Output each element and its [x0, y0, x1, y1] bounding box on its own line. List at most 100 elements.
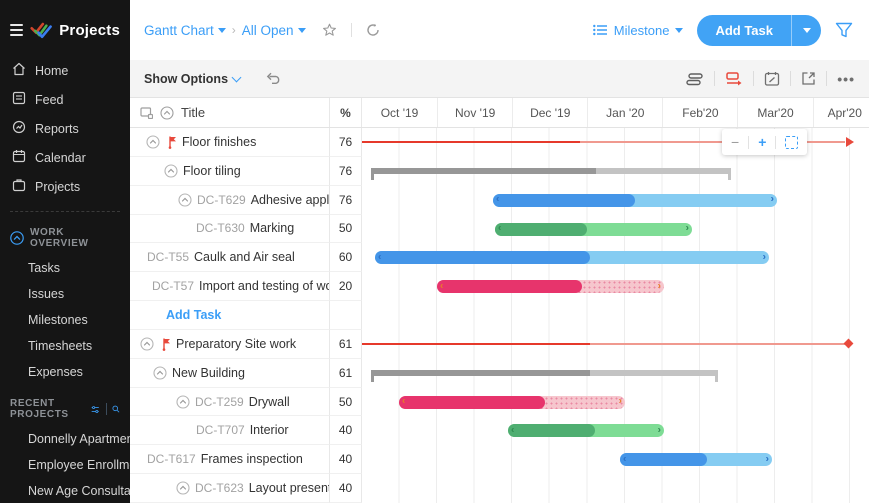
task-title-cell[interactable]: DC-T629 Adhesive application — [130, 185, 330, 215]
task-title-cell[interactable]: DC-T55 Caulk and Air seal — [130, 243, 330, 273]
bar-handle-left-icon[interactable]: ‹ — [623, 453, 627, 465]
task-percent: 50 — [330, 214, 362, 244]
task-title-cell[interactable]: DC-T623 Layout presentation — [130, 474, 330, 503]
filter-selector[interactable]: All Open — [242, 23, 306, 38]
recent-project-employee-enrollment[interactable]: Employee Enrollment — [28, 458, 130, 472]
sidebar-item-tasks[interactable]: Tasks — [28, 261, 60, 275]
task-bar[interactable]: ‹ › — [495, 222, 692, 236]
add-column-icon[interactable] — [140, 106, 153, 119]
bar-handle-left-icon[interactable]: ‹ — [498, 222, 502, 234]
recent-project-new-age-consultancy[interactable]: New Age Consultancy — [28, 484, 130, 498]
sidebar-item-feed[interactable]: Feed — [0, 85, 130, 114]
bar-handle-left-icon[interactable]: ‹ — [496, 193, 500, 205]
sidebar-item-reports[interactable]: Reports — [0, 114, 130, 143]
task-percent: 61 — [330, 329, 362, 359]
task-bar[interactable]: ‹ › — [493, 193, 777, 207]
timeline-zoom-controls: − + — [722, 129, 808, 155]
task-title-cell[interactable]: DC-T707 Interior — [130, 416, 330, 446]
bar-handle-right-icon[interactable]: › — [762, 251, 766, 263]
collapse-row-icon[interactable] — [146, 135, 160, 149]
sidebar-item-issues[interactable]: Issues — [28, 287, 65, 301]
task-title-cell[interactable]: New Building — [130, 358, 330, 388]
bar-handle-right-icon[interactable]: › — [765, 453, 769, 465]
task-title-cell[interactable]: Add Task — [130, 301, 330, 330]
more-options-button[interactable]: ••• — [837, 70, 855, 87]
task-title-cell[interactable]: DC-T57 Import and testing of woo.. — [130, 272, 330, 302]
zoom-fit-button[interactable] — [785, 135, 799, 149]
sidebar-item-calendar[interactable]: Calendar — [0, 143, 130, 172]
task-title-cell[interactable]: DC-T630 Marking — [130, 214, 330, 244]
hamburger-menu-icon[interactable] — [10, 24, 23, 36]
task-title-cell[interactable]: Floor finishes — [130, 128, 330, 157]
sidebar-item-home[interactable]: Home — [0, 56, 130, 85]
gantt-cell: ‹ › — [362, 214, 869, 244]
task-bar[interactable]: ‹ › — [437, 280, 664, 294]
favorite-star-icon[interactable] — [322, 23, 337, 37]
project-search-icon[interactable] — [112, 403, 120, 415]
refresh-icon[interactable] — [366, 23, 380, 37]
sidebar-item-expenses[interactable]: Expenses — [28, 365, 83, 379]
percent-column-header: % — [330, 98, 362, 127]
task-name: Adhesive application — [250, 192, 330, 207]
sidebar-item-milestones[interactable]: Milestones — [28, 313, 88, 327]
collapse-row-icon[interactable] — [176, 394, 190, 409]
bar-handle-right-icon[interactable]: › — [770, 193, 774, 205]
table-row: DC-T259 Drywall 50 ‹ › — [130, 387, 869, 417]
gantt-cell: ‹ › — [362, 185, 869, 215]
milestone-flag-icon — [168, 136, 176, 149]
task-bar[interactable]: ‹ › — [375, 251, 769, 265]
table-row: DC-T630 Marking 50 ‹ › — [130, 214, 869, 244]
task-title-cell[interactable]: DC-T259 Drywall — [130, 387, 330, 417]
task-bar[interactable]: ‹ › — [620, 453, 772, 467]
task-bar[interactable]: ‹ › — [399, 395, 625, 409]
collapse-row-icon[interactable] — [178, 193, 192, 207]
task-title-cell[interactable]: Floor tiling — [130, 156, 330, 186]
fullscreen-icon[interactable] — [801, 71, 816, 86]
bar-handle-right-icon[interactable]: › — [685, 222, 689, 234]
group-by-dropdown[interactable]: Milestone — [592, 23, 684, 38]
summary-bar[interactable] — [371, 167, 731, 180]
summary-bar[interactable] — [371, 369, 718, 382]
collapse-row-icon[interactable] — [164, 164, 178, 178]
task-title-cell[interactable]: DC-T617 Frames inspection — [130, 445, 330, 475]
show-options-button[interactable]: Show Options — [144, 72, 242, 86]
schedule-calendar-icon[interactable] — [764, 71, 780, 86]
sidebar-item-timesheets[interactable]: Timesheets — [28, 339, 93, 353]
collapse-all-icon[interactable] — [160, 105, 174, 120]
project-filter-icon[interactable] — [91, 404, 99, 415]
work-overview-header[interactable]: WORK OVERVIEW — [0, 220, 130, 255]
bar-handle-right-icon[interactable]: › — [618, 395, 622, 407]
collapse-row-icon[interactable] — [153, 366, 167, 380]
recent-project-donnelly-apartments[interactable]: Donnelly Apartments — [28, 432, 130, 446]
critical-path-icon[interactable] — [725, 71, 743, 86]
bar-handle-left-icon[interactable]: ‹ — [402, 395, 406, 407]
baseline-icon[interactable] — [686, 72, 704, 86]
bar-handle-left-icon[interactable]: ‹ — [440, 280, 444, 292]
add-task-dropdown[interactable] — [791, 14, 821, 46]
table-row: Floor finishes 76 − + — [130, 128, 869, 157]
table-row: DC-T623 Layout presentation40 — [130, 474, 869, 503]
sidebar-item-projects[interactable]: Projects — [0, 172, 130, 201]
view-selector[interactable]: Gantt Chart — [144, 23, 226, 38]
task-percent: 60 — [330, 243, 362, 273]
month-header: Feb'20 — [662, 98, 737, 127]
add-task-button[interactable]: Add Task — [697, 14, 821, 46]
task-bar[interactable]: ‹ › — [508, 424, 664, 438]
collapse-row-icon[interactable] — [176, 481, 190, 495]
milestone-line[interactable] — [362, 141, 845, 143]
task-id: DC-T623 — [195, 481, 244, 496]
milestone-line[interactable] — [362, 342, 845, 345]
logo-row: Projects — [0, 0, 130, 56]
undo-icon[interactable] — [266, 72, 281, 85]
zoom-in-button[interactable]: + — [758, 134, 767, 150]
filter-funnel-icon[interactable] — [835, 22, 853, 39]
collapse-section-icon[interactable] — [10, 231, 24, 245]
collapse-row-icon[interactable] — [140, 337, 154, 351]
bar-handle-left-icon[interactable]: ‹ — [511, 424, 515, 436]
bar-handle-right-icon[interactable]: › — [657, 424, 661, 436]
bar-handle-right-icon[interactable]: › — [657, 280, 661, 292]
bar-handle-left-icon[interactable]: ‹ — [378, 251, 382, 263]
zoom-out-button[interactable]: − — [731, 134, 740, 150]
add-task-link[interactable]: Add Task — [166, 307, 222, 322]
task-title-cell[interactable]: Preparatory Site work — [130, 329, 330, 359]
